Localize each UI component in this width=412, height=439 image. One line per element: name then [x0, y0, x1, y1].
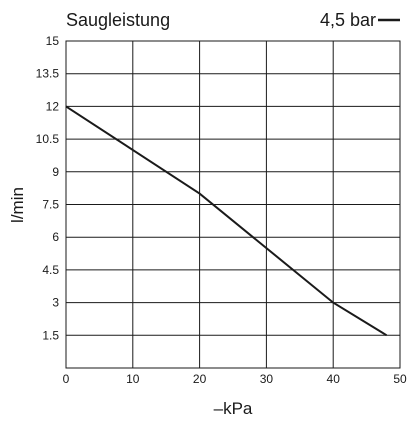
x-tick-label: 40 [327, 372, 341, 386]
grid [65, 40, 401, 368]
y-tick-label: 9 [52, 165, 59, 179]
x-tick-label: 50 [393, 372, 407, 386]
y-axis-ticks: 1.5 3 4.5 6 7.5 9 10.5 12 13.5 15 [36, 34, 60, 342]
y-tick-label: 3 [52, 296, 59, 310]
y-tick-label: 13.5 [36, 67, 60, 81]
legend-label: 4,5 bar [320, 10, 376, 30]
x-axis-ticks: 0 10 20 30 40 50 [63, 372, 407, 386]
y-axis-label: l/min [8, 187, 27, 223]
x-tick-label: 30 [260, 372, 274, 386]
y-tick-label: 15 [46, 34, 60, 48]
y-tick-label: 10.5 [36, 132, 60, 146]
y-tick-label: 1.5 [42, 328, 59, 342]
x-tick-label: 20 [193, 372, 207, 386]
x-axis-label: –kPa [214, 399, 253, 418]
chart-title: Saugleistung [66, 10, 170, 30]
x-tick-label: 10 [126, 372, 140, 386]
y-tick-label: 12 [46, 99, 60, 113]
y-tick-label: 6 [52, 230, 59, 244]
x-tick-label: 0 [63, 372, 70, 386]
plot-area-frame [65, 40, 401, 369]
y-tick-label: 7.5 [42, 198, 59, 212]
series-lines [65, 105, 388, 337]
series-line [65, 105, 388, 337]
y-tick-label: 4.5 [42, 263, 59, 277]
